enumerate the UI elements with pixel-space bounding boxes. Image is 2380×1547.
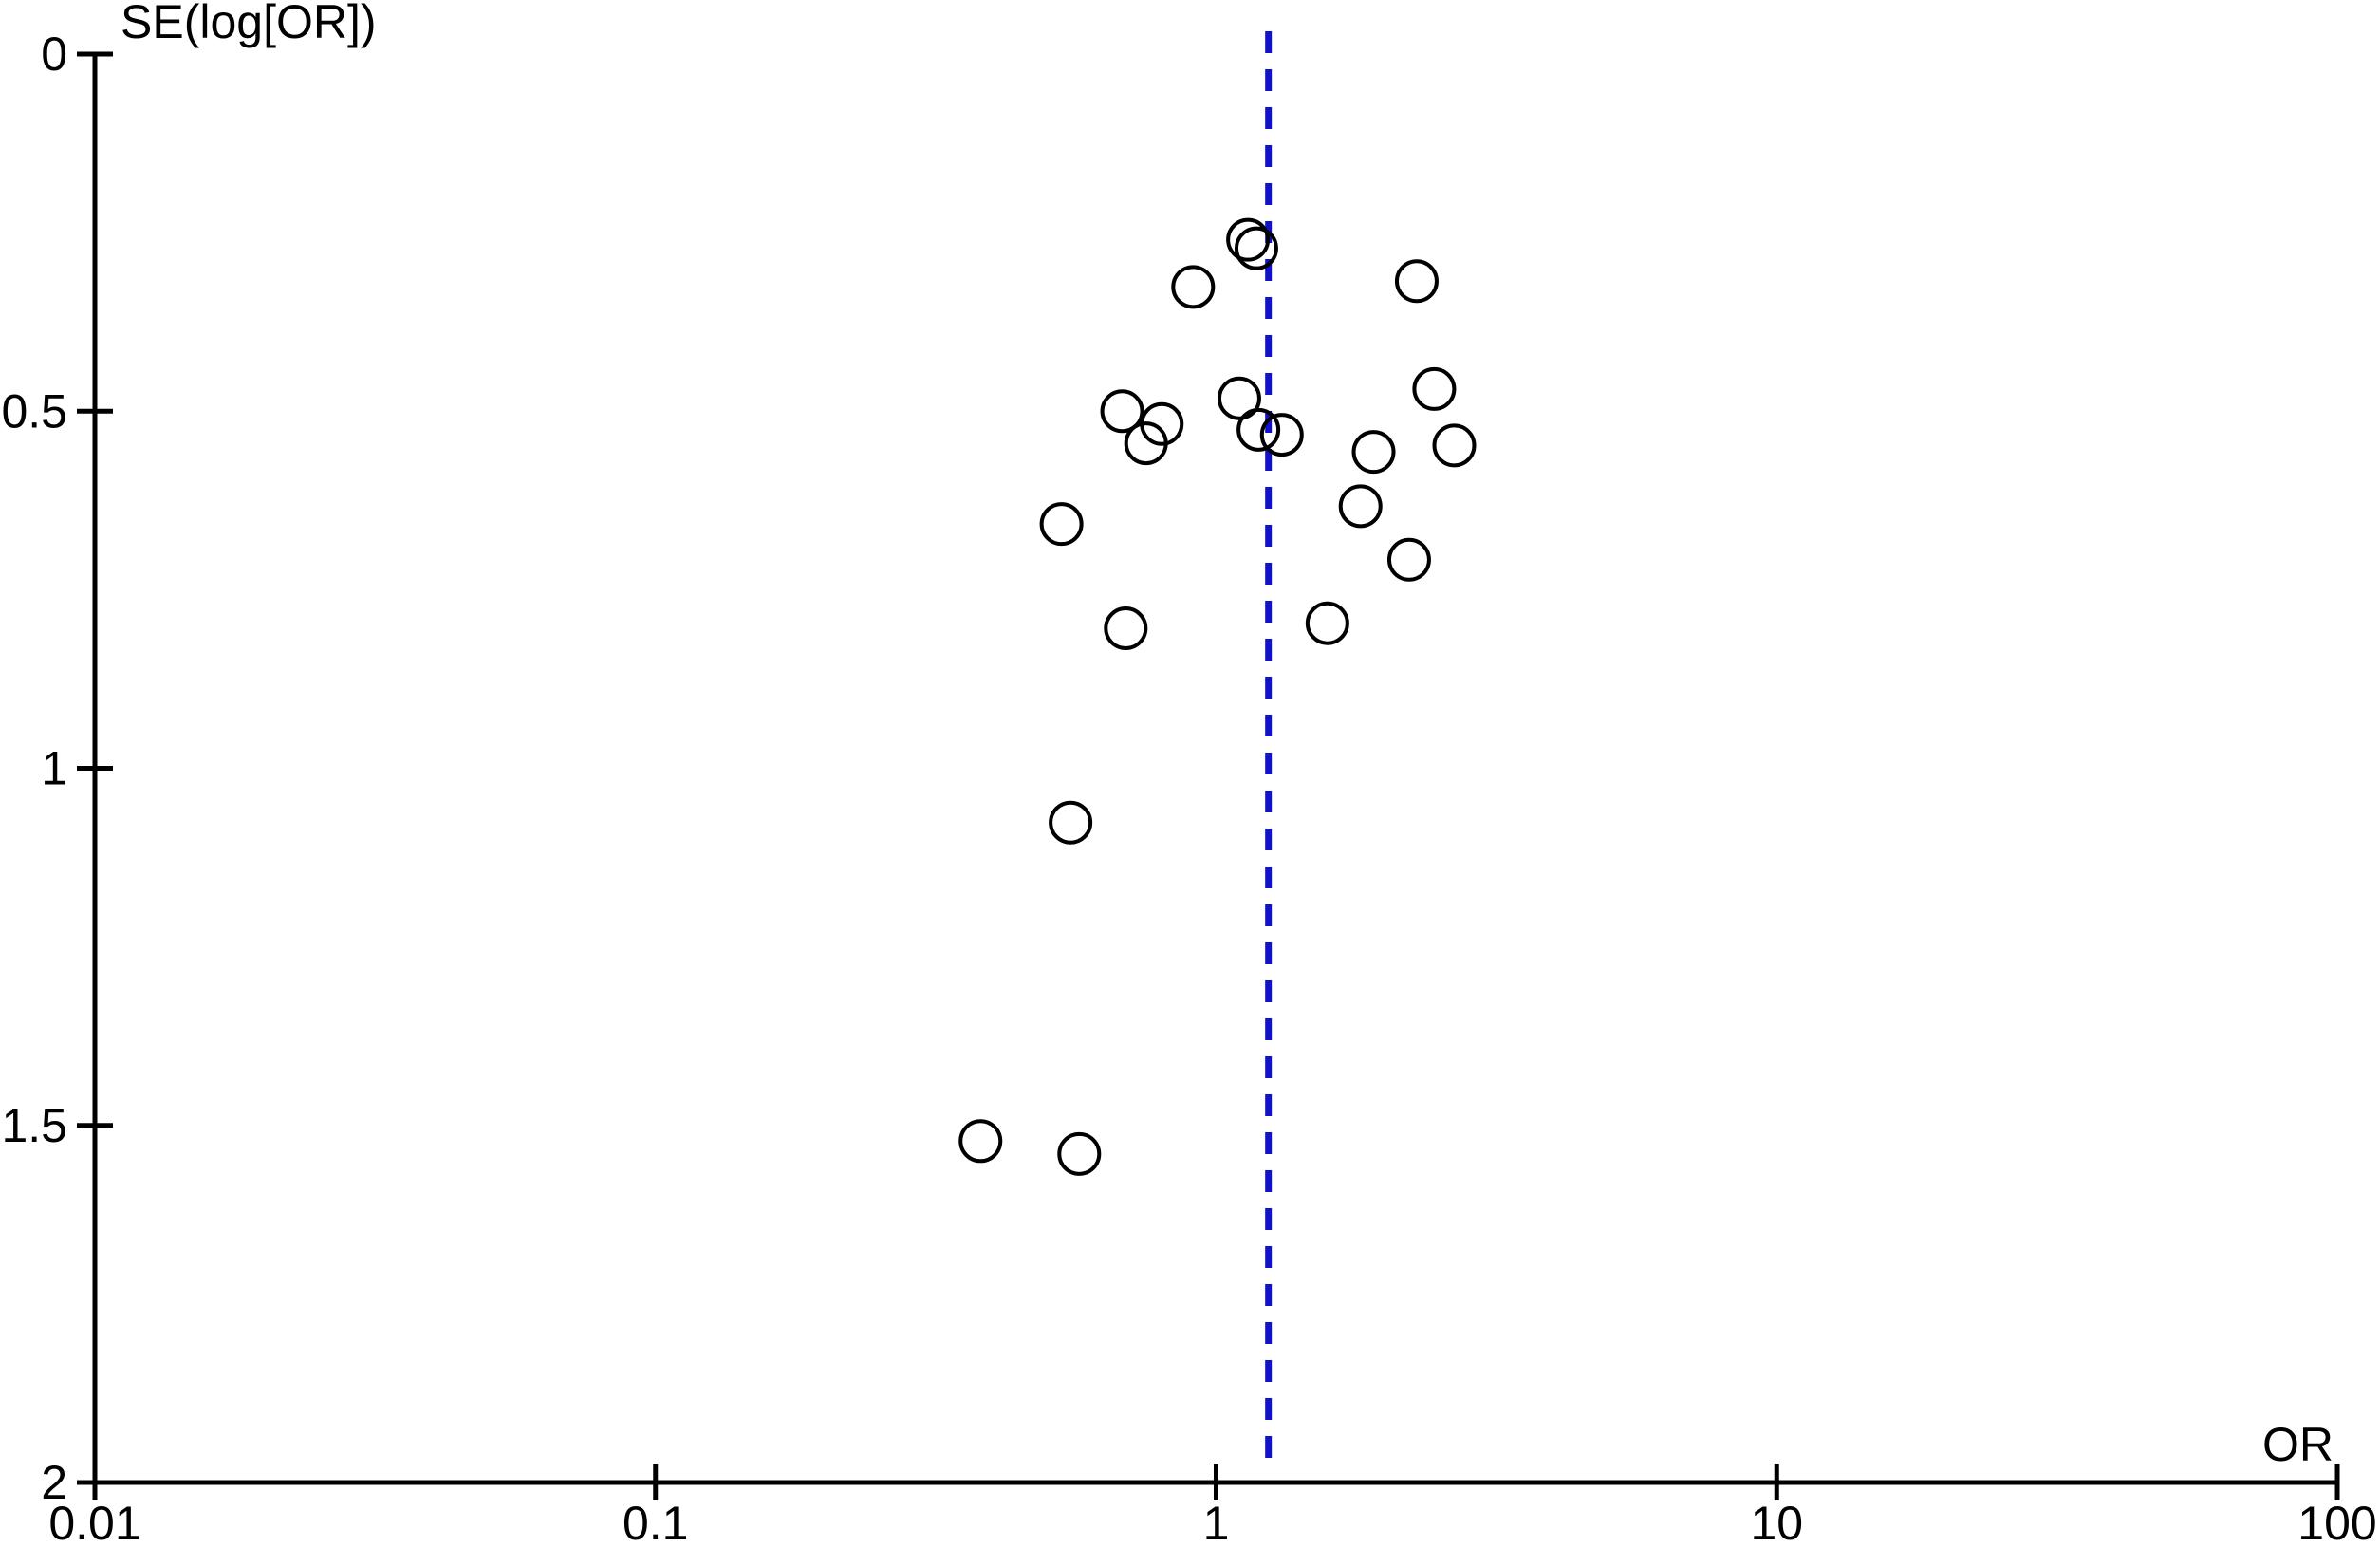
study-point xyxy=(1234,226,1278,270)
y-axis-title: SE(log[OR]) xyxy=(121,0,377,48)
axes: 0 0.5 1 1.5 20.01 0.1 1 10 100 xyxy=(1,28,2376,1547)
study-point xyxy=(1432,423,1477,468)
y-tick-label: 0.5 xyxy=(1,384,67,438)
study-point xyxy=(1124,421,1168,466)
y-tick-label: 0 xyxy=(41,28,67,81)
y-tick-label: 1.5 xyxy=(1,1099,67,1152)
x-tick-label: 10 xyxy=(1750,1497,1803,1547)
study-point xyxy=(1226,217,1271,262)
x-tick-label: 1 xyxy=(1203,1497,1230,1547)
study-point xyxy=(1217,376,1261,420)
study-point xyxy=(1057,1131,1102,1176)
data-points xyxy=(958,217,1477,1176)
study-point xyxy=(1386,537,1431,582)
study-point xyxy=(1171,265,1216,309)
study-point xyxy=(958,1119,1003,1164)
study-point xyxy=(1236,407,1281,452)
x-tick-label: 100 xyxy=(2297,1497,2376,1547)
x-axis-title: OR xyxy=(2262,1418,2334,1471)
study-point xyxy=(1039,502,1084,547)
y-tick-label: 2 xyxy=(41,1456,67,1509)
study-point xyxy=(1049,800,1093,845)
x-tick-label: 0.01 xyxy=(48,1497,140,1547)
study-point xyxy=(1351,430,1396,475)
x-tick-label: 0.1 xyxy=(623,1497,689,1547)
study-point xyxy=(1305,601,1349,645)
study-point xyxy=(1394,259,1439,304)
study-point xyxy=(1100,389,1144,434)
study-point xyxy=(1104,606,1148,651)
study-point xyxy=(1338,484,1383,529)
study-point xyxy=(1412,366,1457,411)
y-tick-label: 1 xyxy=(41,742,67,795)
study-point xyxy=(1259,413,1304,457)
